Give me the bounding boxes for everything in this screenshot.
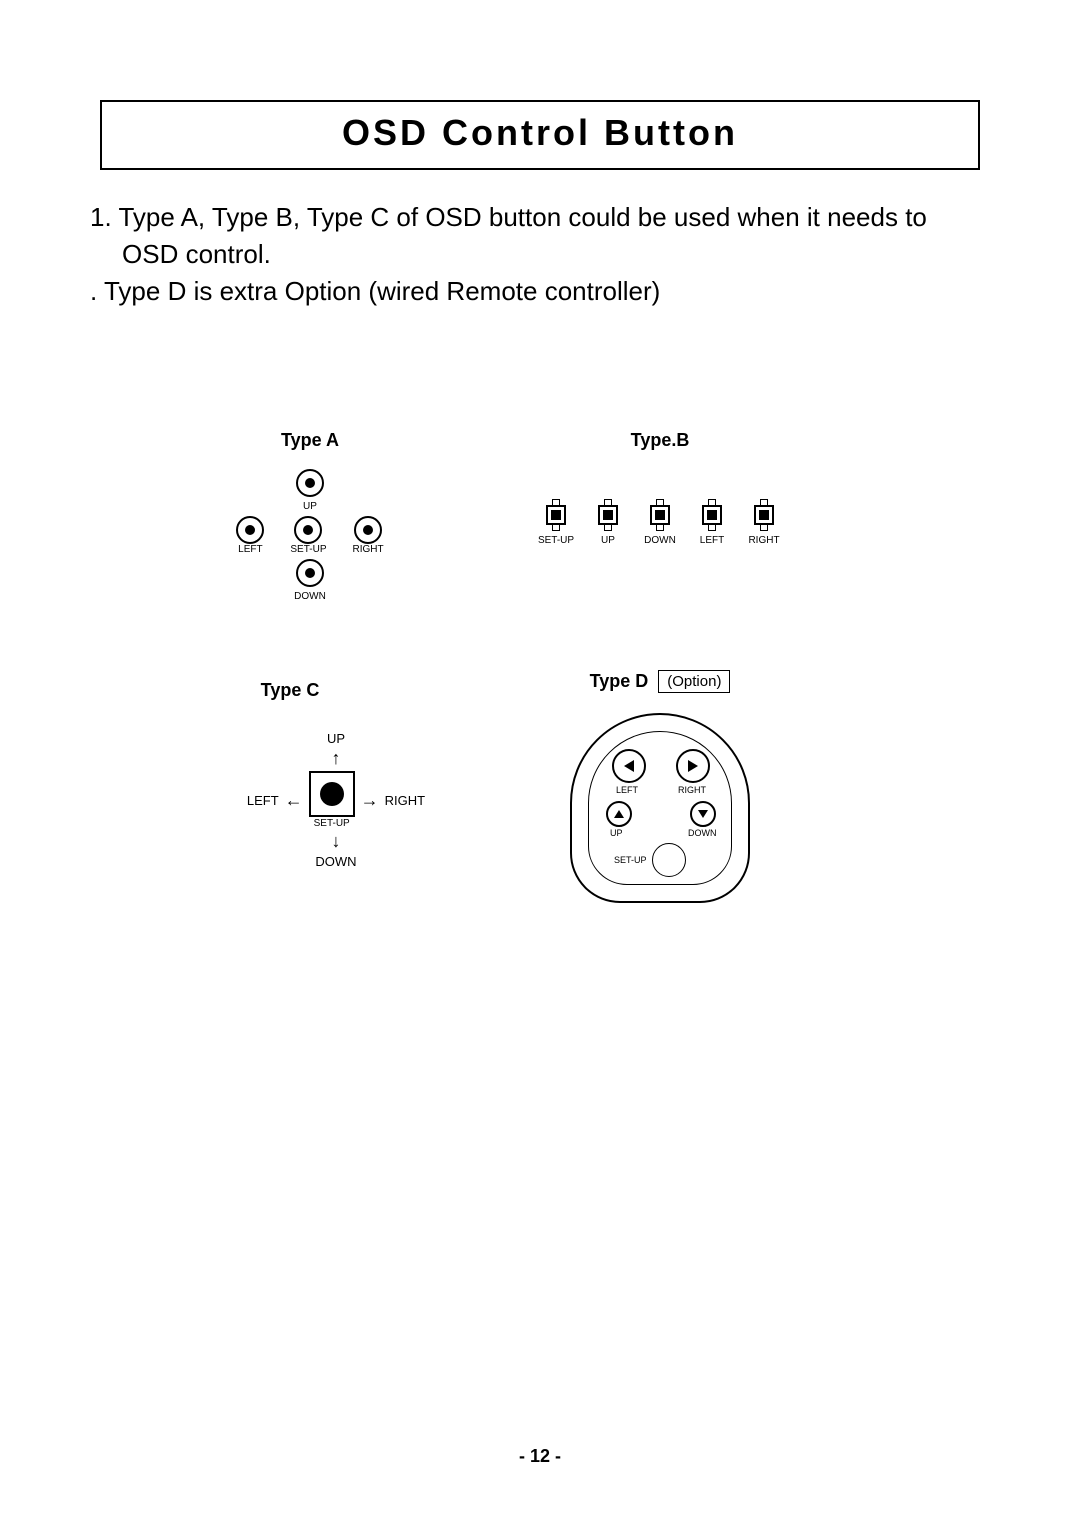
down-label: DOWN (294, 591, 326, 602)
down-label: DOWN (315, 854, 356, 869)
type-d-heading: Type D (590, 671, 649, 692)
body-line-2: OSD control. (90, 237, 990, 272)
switch-label: LEFT (700, 535, 724, 546)
body-line-3: . Type D is extra Option (wired Remote c… (90, 274, 990, 309)
switch-setup: SET-UP (536, 499, 576, 546)
triangle-up-icon (614, 810, 624, 818)
type-a-diagram: Type A UP LEFT SET-UP RIGHT (210, 430, 410, 602)
switch-icon (702, 505, 722, 525)
switch-down: DOWN (640, 499, 680, 546)
left-button-icon (236, 516, 264, 544)
remote-down-label: DOWN (688, 828, 717, 838)
page: OSD Control Button 1. Type A, Type B, Ty… (0, 0, 1080, 1527)
page-title: OSD Control Button (100, 100, 980, 170)
remote-down-button-icon (690, 801, 716, 827)
triangle-left-icon (624, 760, 634, 772)
arrow-left-icon: ← (285, 790, 303, 811)
arrow-up-icon: ↑ (332, 748, 341, 769)
down-button-icon (296, 559, 324, 587)
page-number: - 12 - (0, 1446, 1080, 1467)
switch-label: RIGHT (748, 535, 779, 546)
remote-right-label: RIGHT (678, 785, 706, 795)
remote-left-label: LEFT (616, 785, 638, 795)
switch-label: UP (601, 535, 615, 546)
up-button-icon (296, 469, 324, 497)
switch-icon (754, 505, 774, 525)
switch-up: UP (588, 499, 628, 546)
remote-up-label: UP (610, 828, 623, 838)
switch-label: SET-UP (538, 535, 574, 546)
body-line-1: 1. Type A, Type B, Type C of OSD button … (90, 200, 990, 235)
remote-up-button-icon (606, 801, 632, 827)
remote-right-button-icon (676, 749, 710, 783)
up-label: UP (327, 731, 345, 746)
up-label: UP (303, 501, 317, 512)
switch-left: LEFT (692, 499, 732, 546)
switch-label: DOWN (644, 535, 676, 546)
type-a-heading: Type A (210, 430, 410, 451)
left-label: LEFT (247, 793, 279, 808)
triangle-down-icon (698, 810, 708, 818)
switch-right: RIGHT (744, 499, 784, 546)
switch-icon (650, 505, 670, 525)
switch-icon (546, 505, 566, 525)
type-c-diagram: Type C UP ↑ LEFT ← SET-UP → RIGHT ↓ DOWN (180, 680, 440, 869)
setup-button-icon (294, 516, 322, 544)
remote-outline-icon: LEFT RIGHT UP DOWN SET-UP (570, 713, 750, 903)
option-badge: (Option) (658, 670, 730, 693)
switch-icon (598, 505, 618, 525)
setup-label: SET-UP (290, 544, 326, 555)
right-button-icon (354, 516, 382, 544)
body-text: 1. Type A, Type B, Type C of OSD button … (90, 200, 990, 309)
remote-left-button-icon (612, 749, 646, 783)
diagram-area: Type A UP LEFT SET-UP RIGHT (0, 390, 1080, 990)
type-c-heading: Type C (240, 680, 340, 701)
setup-label: SET-UP (314, 818, 350, 829)
remote-setup-label: SET-UP (614, 855, 647, 865)
remote-setup-button-icon (652, 843, 686, 877)
type-d-diagram: Type D (Option) LEFT RIGHT UP DOWN (530, 670, 790, 903)
right-label: RIGHT (385, 793, 425, 808)
type-b-heading: Type.B (530, 430, 790, 451)
arrow-right-icon: → (361, 790, 379, 811)
right-label: RIGHT (353, 544, 384, 555)
joystick-icon (309, 771, 355, 817)
triangle-right-icon (688, 760, 698, 772)
left-label: LEFT (238, 544, 262, 555)
arrow-down-icon: ↓ (332, 831, 341, 852)
type-b-diagram: Type.B SET-UP UP DOWN LEFT (530, 430, 790, 546)
